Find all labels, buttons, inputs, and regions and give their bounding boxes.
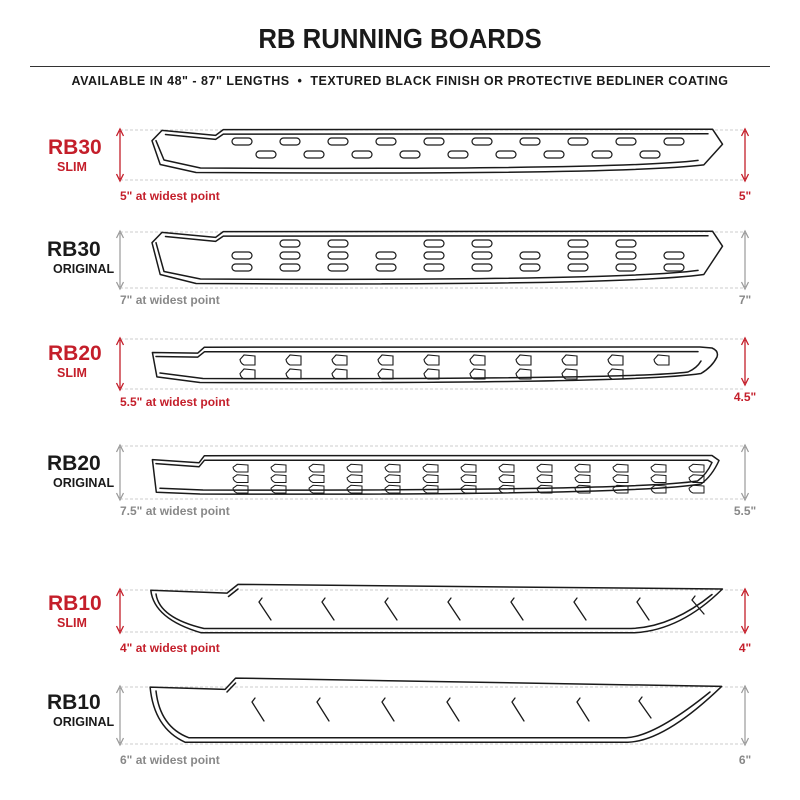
svg-text:4": 4"	[739, 641, 751, 655]
svg-text:4.5": 4.5"	[734, 390, 756, 404]
svg-text:6": 6"	[739, 753, 751, 767]
svg-text:ORIGINAL: ORIGINAL	[53, 715, 114, 729]
svg-text:7": 7"	[739, 293, 751, 307]
svg-text:5.5": 5.5"	[734, 504, 756, 518]
svg-text:RB10: RB10	[47, 691, 101, 714]
svg-text:RB20: RB20	[48, 342, 102, 365]
svg-text:5": 5"	[739, 189, 751, 203]
svg-text:6" at widest point: 6" at widest point	[120, 753, 220, 767]
svg-text:4" at widest point: 4" at widest point	[120, 641, 220, 655]
svg-text:5.5" at widest point: 5.5" at widest point	[120, 395, 230, 409]
svg-text:RB30: RB30	[48, 136, 102, 159]
svg-text:RB30: RB30	[47, 238, 101, 261]
svg-text:ORIGINAL: ORIGINAL	[53, 262, 114, 276]
svg-text:RB10: RB10	[48, 592, 102, 615]
svg-text:5" at widest point: 5" at widest point	[120, 189, 220, 203]
svg-text:RB20: RB20	[47, 452, 101, 475]
svg-text:7.5" at widest point: 7.5" at widest point	[120, 504, 230, 518]
svg-text:SLIM: SLIM	[57, 160, 87, 174]
svg-text:SLIM: SLIM	[57, 616, 87, 630]
svg-text:7" at widest point: 7" at widest point	[120, 293, 220, 307]
svg-text:SLIM: SLIM	[57, 366, 87, 380]
svg-text:ORIGINAL: ORIGINAL	[53, 476, 114, 490]
